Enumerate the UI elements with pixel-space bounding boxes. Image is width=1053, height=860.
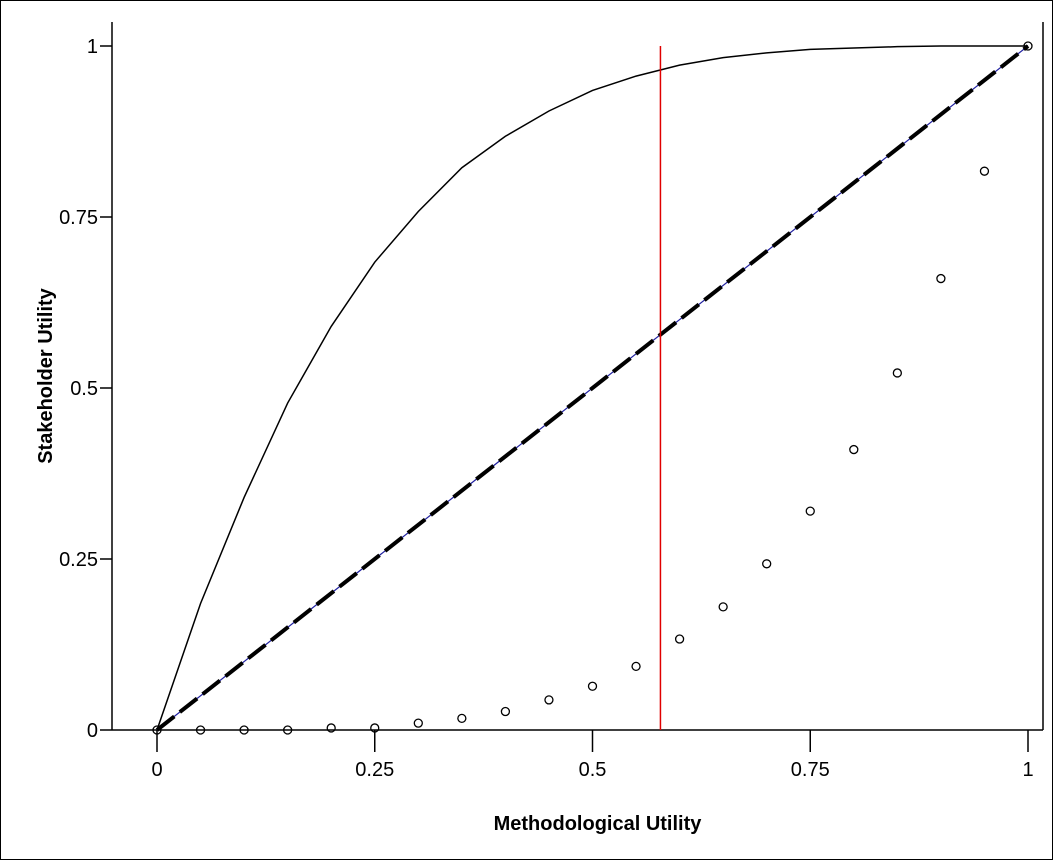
- series-point: [152, 725, 162, 735]
- series-point: [282, 725, 293, 735]
- series-point: [849, 444, 859, 455]
- x-tick-label: 0.25: [355, 759, 394, 781]
- series-point: [762, 559, 772, 569]
- y-tick-label: 0: [87, 720, 98, 742]
- series-point: [370, 723, 380, 733]
- x-tick-label: 0: [151, 759, 162, 781]
- y-tick-label: 1: [87, 36, 98, 58]
- axes: [111, 22, 1044, 731]
- series-point: [718, 602, 728, 612]
- series-point: [587, 681, 598, 691]
- series-point: [544, 695, 554, 705]
- series-point: [892, 368, 902, 378]
- ticks: 0 0.25 0.5 0.75 1 0 0.25 0.5 0.75 1: [59, 36, 1034, 781]
- series-point: [413, 718, 423, 728]
- series-point: [500, 706, 511, 717]
- series-line-dashed: [155, 44, 1030, 732]
- series-point: [805, 506, 815, 516]
- y-tick-label: 0.25: [59, 549, 98, 571]
- series-point: [1023, 41, 1033, 51]
- y-axis-title: Stakeholder Utility: [35, 287, 57, 463]
- series-point: [195, 725, 206, 735]
- y-tick-label: 0.5: [70, 378, 98, 400]
- series-point: [674, 634, 685, 644]
- series-point: [979, 166, 990, 176]
- series-layer: [152, 41, 1033, 735]
- x-tick-label: 1: [1022, 759, 1033, 781]
- x-tick-label: 0.75: [791, 759, 830, 781]
- y-tick-label: 0.75: [59, 207, 98, 229]
- series-line-concave: [156, 45, 1028, 731]
- series-point: [631, 661, 641, 672]
- series-point: [239, 725, 249, 735]
- series-point: [457, 713, 467, 724]
- series-point: [936, 273, 946, 284]
- x-axis-title: Methodological Utility: [494, 813, 703, 835]
- x-tick-label: 0.5: [579, 759, 607, 781]
- series-point: [326, 723, 336, 733]
